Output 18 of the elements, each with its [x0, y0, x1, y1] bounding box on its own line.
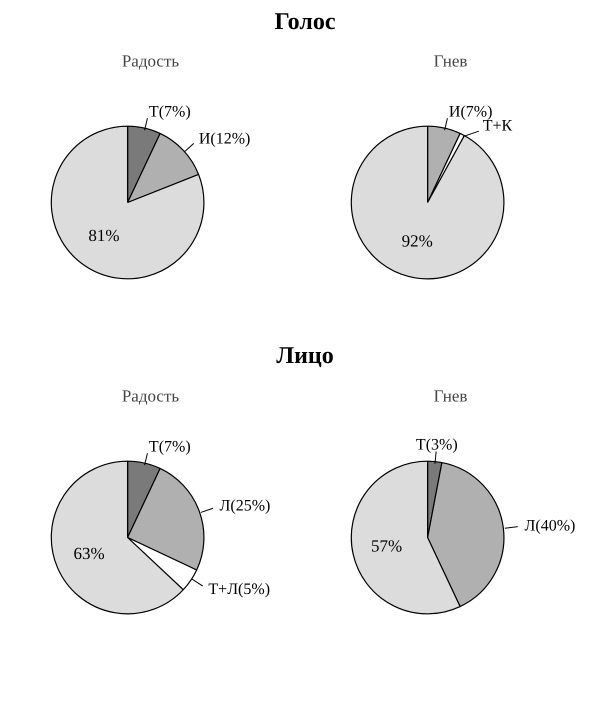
chart-subtitle: Гнев — [434, 52, 468, 71]
data-label: 81% — [88, 226, 120, 246]
chart-subtitle: Радость — [122, 386, 180, 406]
chart-title: Лицо — [276, 342, 334, 372]
slice-label: Т+Л(5%) — [208, 580, 270, 598]
slice-label: И(7%) — [448, 104, 492, 121]
data-label: 63% — [74, 543, 105, 562]
data-label: 57% — [371, 536, 402, 556]
slice-label: Т(7%) — [148, 438, 191, 455]
slice-label: Т(3%) — [416, 436, 458, 454]
slice-label: Л(25%) — [220, 497, 270, 514]
text: Голос — [274, 8, 336, 37]
chart-subtitle: Гнев — [434, 386, 468, 406]
slice-label: И(12%) — [198, 130, 250, 148]
slice-label: Т(7%) — [148, 104, 191, 121]
chart-subtitle: Радость — [122, 52, 180, 71]
data-label: 92% — [402, 232, 433, 251]
slice-label: Л(40%) — [524, 516, 576, 534]
